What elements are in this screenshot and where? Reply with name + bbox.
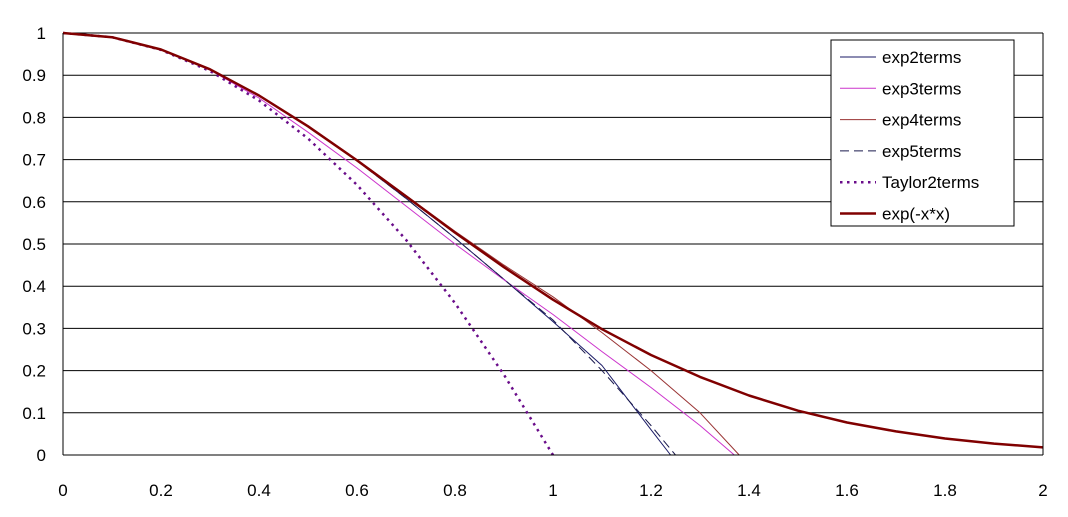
y-tick-label: 0.3 [22, 319, 46, 338]
x-tick-labels: 0 0.2 0.4 0.6 0.8 1 1.2 1.4 1.6 1.8 2 [58, 481, 1047, 500]
y-tick-label: 1 [37, 24, 46, 43]
axes [62, 33, 1044, 456]
x-tick-label: 0.2 [149, 481, 173, 500]
x-tick-label: 0.8 [443, 481, 467, 500]
x-tick-label: 1.4 [737, 481, 761, 500]
x-tick-label: 0.6 [345, 481, 369, 500]
y-tick-label: 0.8 [22, 108, 46, 127]
legend-label-exp-x-x: exp(-x*x) [882, 205, 950, 224]
x-tick-label: 1 [548, 481, 557, 500]
legend-label-exp3terms: exp3terms [882, 79, 961, 98]
legend-label-exp4terms: exp4terms [882, 111, 961, 130]
y-tick-label: 0.6 [22, 193, 46, 212]
legend-label-taylor2terms: Taylor2terms [882, 173, 979, 192]
x-tick-label: 0.4 [247, 481, 271, 500]
y-tick-labels: 0 0.1 0.2 0.3 0.4 0.5 0.6 0.7 0.8 0.9 1 [22, 24, 46, 465]
y-tick-label: 0.2 [22, 362, 46, 381]
legend-box [830, 39, 1015, 227]
y-tick-label: 0.7 [22, 151, 46, 170]
x-tick-label: 0 [58, 481, 67, 500]
legend-label-exp2terms: exp2terms [882, 48, 961, 67]
legend-label-exp5terms: exp5terms [882, 142, 961, 161]
series-lines [62, 31, 1044, 456]
y-tick-label: 0.4 [22, 277, 46, 296]
x-tick-label: 1.8 [933, 481, 957, 500]
x-tick-label: 1.6 [835, 481, 859, 500]
series-line-exp-x-x [62, 31, 1044, 449]
x-tick-label: 1.2 [639, 481, 663, 500]
y-tick-label: 0.9 [22, 66, 46, 85]
gridlines [63, 32, 1043, 414]
x-tick-label: 2 [1038, 481, 1047, 500]
y-tick-label: 0.1 [22, 404, 46, 423]
y-tick-label: 0.5 [22, 235, 46, 254]
legend: exp2terms exp3terms exp4terms exp5terms Tayl… [830, 39, 1015, 227]
y-tick-label: 0 [37, 446, 46, 465]
